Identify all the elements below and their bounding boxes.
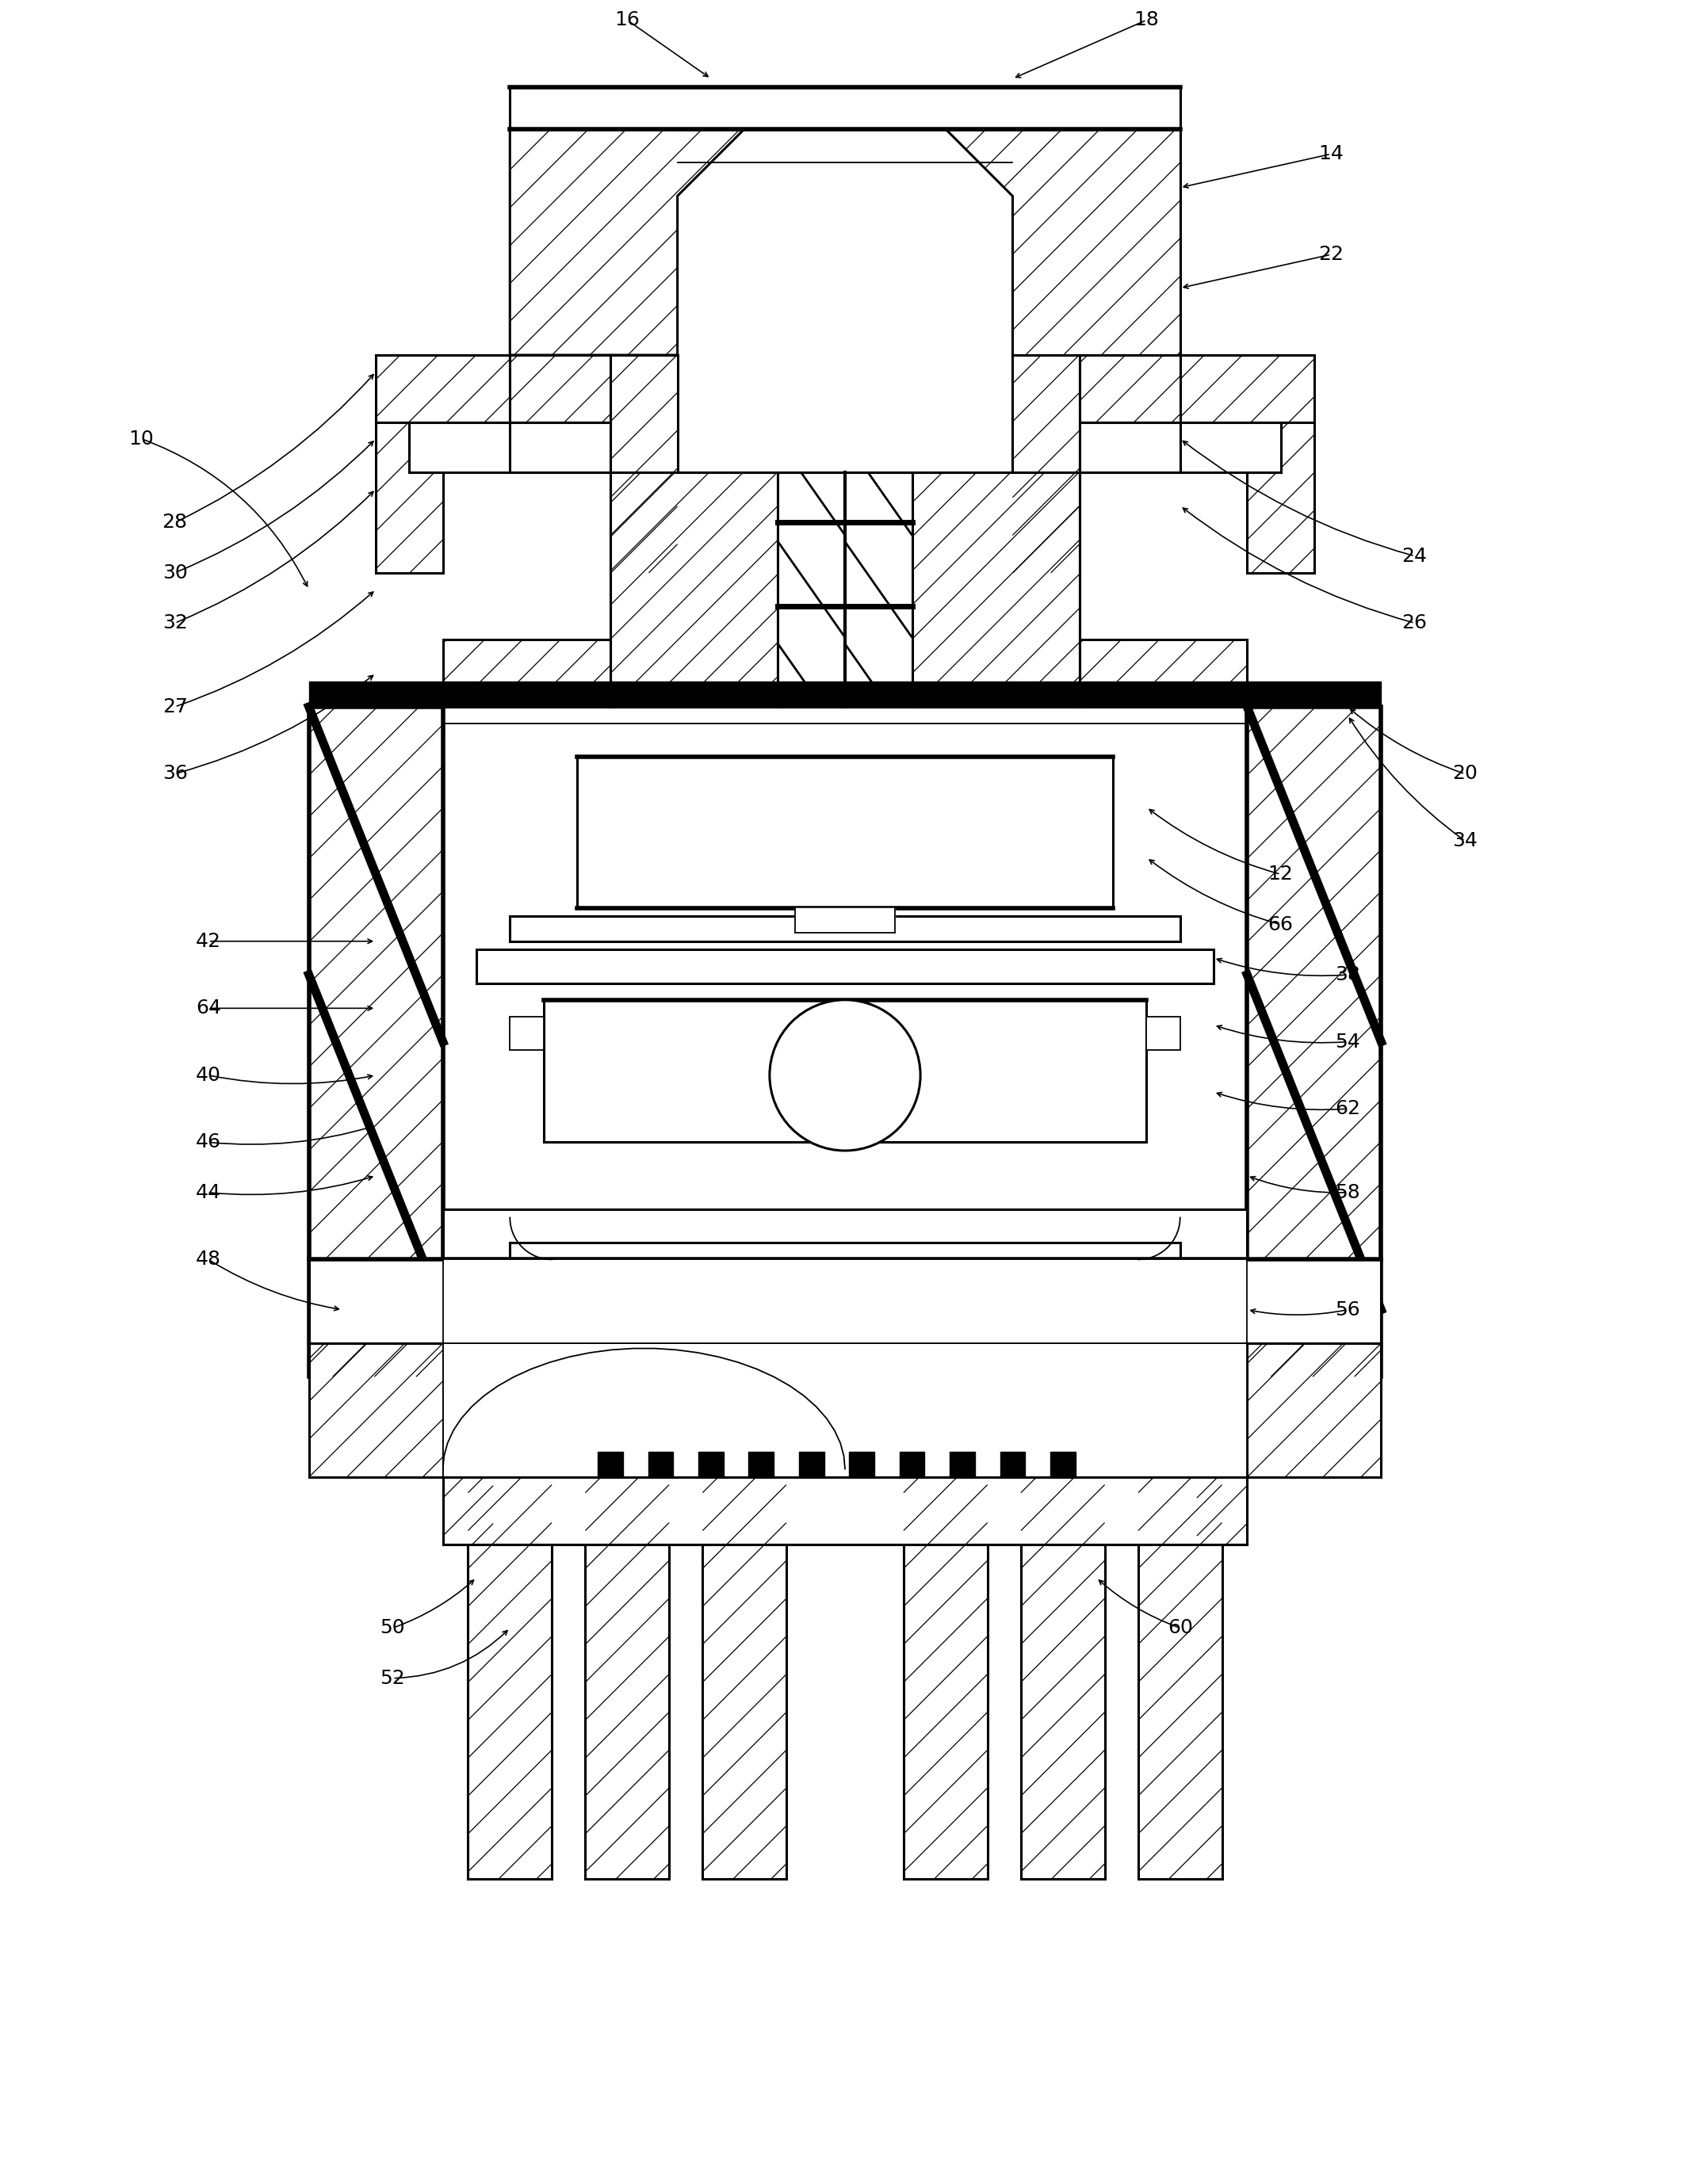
Polygon shape	[510, 356, 610, 422]
Text: 56: 56	[1335, 1299, 1360, 1319]
Bar	[510, 1016, 544, 1051]
Bar	[848, 1452, 874, 1476]
Bar	[799, 1452, 825, 1476]
Polygon shape	[1012, 356, 1080, 572]
Bar	[443, 1343, 1247, 1476]
Polygon shape	[1021, 1476, 1105, 1878]
Text: 20: 20	[1452, 764, 1477, 784]
Text: 32: 32	[162, 614, 188, 633]
Polygon shape	[510, 87, 1180, 129]
Polygon shape	[1247, 708, 1381, 1376]
Bar	[510, 915, 1180, 941]
Bar	[1146, 1016, 1180, 1051]
Text: 58: 58	[1335, 1184, 1360, 1201]
Bar	[1049, 1452, 1075, 1476]
Text: 44: 44	[196, 1184, 221, 1201]
Bar	[698, 1452, 723, 1476]
Polygon shape	[510, 422, 610, 472]
Polygon shape	[443, 1210, 1247, 1260]
Polygon shape	[945, 129, 1180, 356]
Bar	[598, 1452, 624, 1476]
Polygon shape	[777, 472, 845, 708]
Polygon shape	[468, 1476, 553, 1878]
Text: 34: 34	[1452, 832, 1477, 850]
Text: 40: 40	[196, 1066, 221, 1085]
Text: 38: 38	[1335, 965, 1360, 985]
Text: 54: 54	[1335, 1033, 1360, 1051]
Text: 62: 62	[1335, 1099, 1360, 1118]
Polygon shape	[1247, 1343, 1381, 1476]
Text: 18: 18	[1134, 11, 1159, 31]
Polygon shape	[913, 472, 1080, 708]
Polygon shape	[610, 472, 777, 708]
Text: 27: 27	[162, 697, 188, 716]
Polygon shape	[610, 356, 678, 572]
Polygon shape	[703, 1476, 786, 1878]
Polygon shape	[1080, 640, 1247, 708]
Polygon shape	[443, 640, 610, 708]
Text: 10: 10	[128, 430, 154, 448]
Polygon shape	[309, 708, 443, 1376]
Text: 24: 24	[1403, 546, 1428, 566]
Text: 50: 50	[380, 1618, 406, 1638]
Bar	[649, 1452, 673, 1476]
Polygon shape	[1197, 1476, 1247, 1544]
Bar	[477, 950, 1213, 983]
Polygon shape	[1137, 1476, 1222, 1878]
Text: 46: 46	[196, 1133, 221, 1151]
Bar	[443, 1260, 1247, 1343]
Polygon shape	[375, 356, 510, 572]
Text: 14: 14	[1318, 144, 1344, 164]
Circle shape	[769, 1000, 921, 1151]
Bar	[1000, 1452, 1026, 1476]
Text: 12: 12	[1268, 865, 1293, 885]
Polygon shape	[1080, 422, 1180, 472]
Bar	[899, 1452, 924, 1476]
Text: 26: 26	[1403, 614, 1428, 633]
Text: 28: 28	[162, 513, 188, 533]
Text: 64: 64	[196, 998, 221, 1018]
Bar	[443, 1476, 1247, 1544]
Polygon shape	[443, 1476, 493, 1544]
Text: 30: 30	[162, 563, 188, 583]
Text: 60: 60	[1168, 1618, 1193, 1638]
Text: 66: 66	[1268, 915, 1293, 935]
Text: 42: 42	[196, 933, 221, 950]
Bar	[950, 1452, 975, 1476]
Polygon shape	[1080, 356, 1180, 422]
Bar	[544, 1000, 1146, 1142]
Polygon shape	[845, 472, 913, 708]
Polygon shape	[904, 1476, 987, 1878]
Polygon shape	[1180, 356, 1315, 572]
Polygon shape	[510, 129, 745, 356]
Text: 52: 52	[380, 1669, 406, 1688]
Text: 22: 22	[1318, 245, 1344, 264]
Text: 16: 16	[615, 11, 641, 31]
Text: 36: 36	[162, 764, 188, 784]
Bar	[576, 758, 1114, 909]
Polygon shape	[309, 1343, 443, 1476]
Polygon shape	[585, 1476, 669, 1878]
Text: 48: 48	[196, 1249, 221, 1269]
Bar	[749, 1452, 774, 1476]
Bar	[309, 1260, 1381, 1343]
